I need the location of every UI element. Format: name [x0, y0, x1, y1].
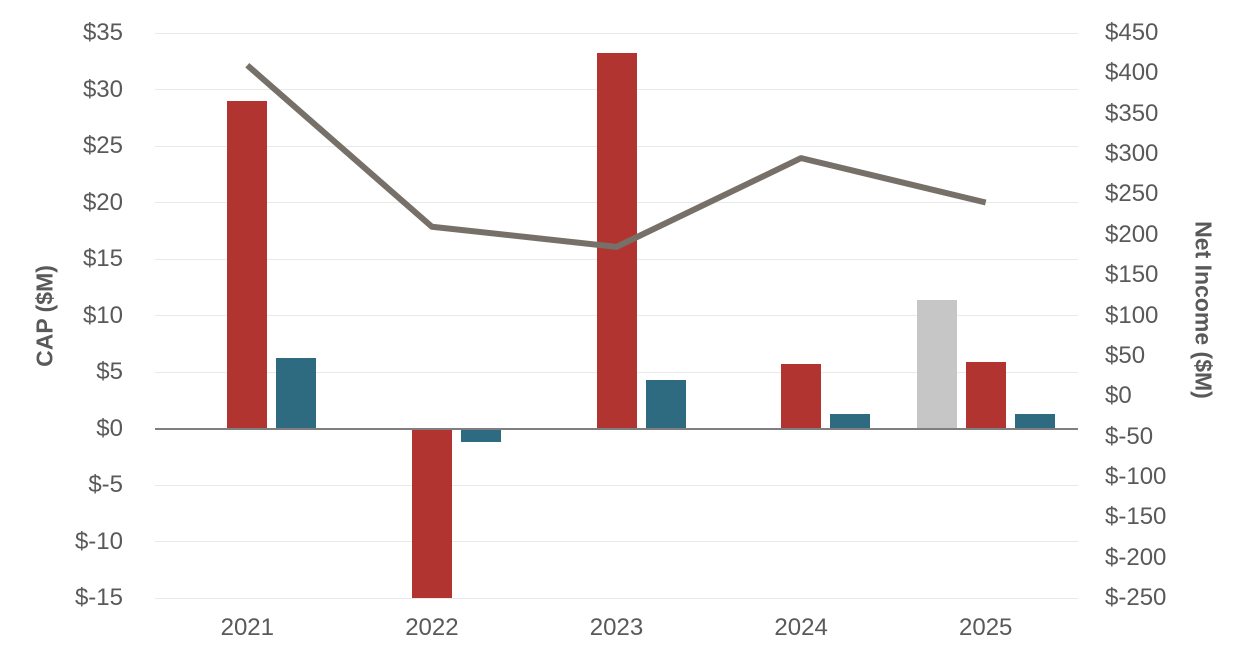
red-bar-series-bar-2022: [411, 428, 452, 598]
right-axis-tick: $-250: [1105, 584, 1167, 611]
right-axis-tick: $-200: [1105, 543, 1167, 571]
teal-bar-series-bar-2025: [1014, 413, 1055, 429]
right-axis-tick: $-50: [1105, 422, 1154, 450]
red-bar-series-bar-2024: [781, 364, 822, 429]
left-axis-tick: $-5: [88, 471, 123, 498]
x-axis-label: 2024: [774, 614, 828, 641]
gray-bar-series-bar-2025: [916, 299, 957, 429]
left-axis-tick: $10: [82, 301, 123, 329]
red-bar-series-bar-2025: [965, 361, 1006, 429]
gridline: [155, 597, 1078, 599]
right-axis-tick: $50: [1105, 341, 1146, 369]
teal-bar-series-bar-2022: [460, 428, 501, 443]
x-axis-label: 2025: [958, 614, 1013, 641]
right-axis-tick: $100: [1105, 301, 1159, 329]
right-axis-tick: $200: [1105, 220, 1159, 248]
teal-bar-series-bar-2024: [830, 413, 871, 429]
left-axis-tick: $0: [96, 414, 123, 442]
left-axis-tick: $15: [82, 245, 123, 272]
right-axis-tick: $350: [1105, 99, 1159, 127]
right-axis-tick: $150: [1105, 261, 1159, 289]
left-axis-tick: $30: [82, 75, 123, 103]
gridline: [155, 484, 1078, 486]
left-axis-tick: $20: [82, 188, 123, 216]
left-axis-tick: $25: [82, 132, 123, 159]
right-axis-tick: $250: [1105, 180, 1159, 208]
red-bar-series-bar-2021: [227, 100, 268, 429]
left-axis-tick: $-15: [74, 584, 123, 611]
gridline: [155, 32, 1078, 34]
teal-bar-series-bar-2021: [276, 358, 317, 429]
left-axis-tick: $5: [96, 358, 123, 385]
right-axis-title: Net Income ($M): [1190, 221, 1217, 399]
right-axis-tick: $-100: [1105, 462, 1167, 490]
x-axis-label: 2022: [405, 614, 459, 641]
right-axis-tick: $-150: [1105, 503, 1167, 531]
x-axis-label: 2021: [220, 614, 274, 641]
right-axis-tick: $300: [1105, 140, 1159, 168]
zero-axis-line: [155, 427, 1078, 430]
x-axis-label: 2023: [589, 614, 644, 641]
left-axis-title: CAP ($M): [31, 265, 58, 367]
left-axis-tick: $-10: [74, 527, 123, 555]
gridline: [155, 541, 1078, 542]
teal-bar-series-bar-2023: [645, 379, 686, 429]
right-axis-tick: $400: [1105, 59, 1159, 87]
left-axis-tick: $35: [82, 19, 123, 46]
right-axis-tick: $450: [1105, 19, 1159, 46]
right-axis-tick: $0: [1105, 382, 1132, 410]
red-bar-series-bar-2023: [596, 53, 637, 429]
